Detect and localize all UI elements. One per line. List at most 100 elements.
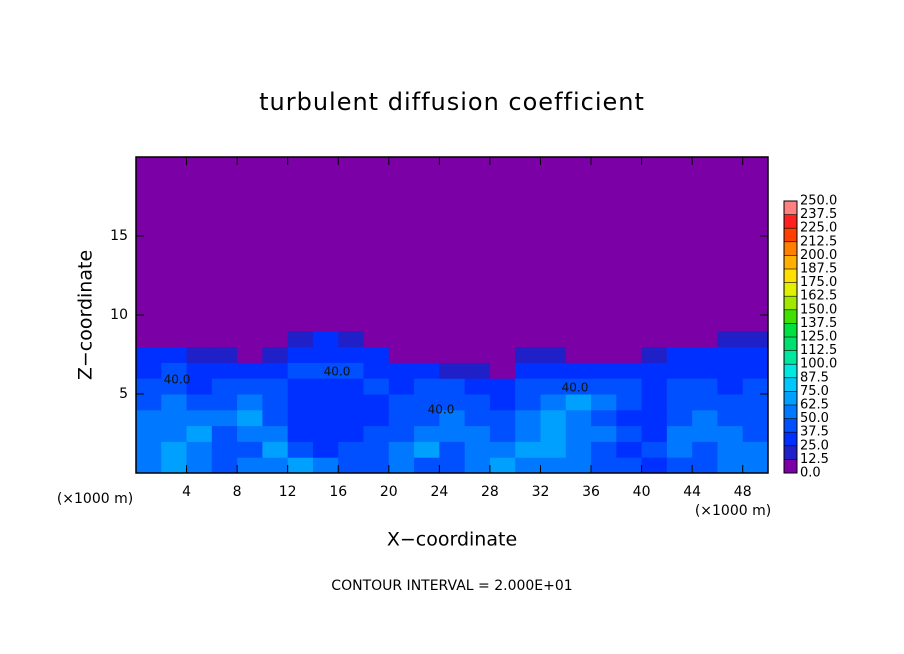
cell (591, 157, 617, 332)
cell (616, 362, 643, 379)
cell (388, 457, 415, 474)
colorbar-swatch (784, 405, 797, 419)
cell (237, 457, 263, 474)
colorbar-label: 187.5 (800, 262, 837, 277)
colorbar-label: 137.5 (800, 316, 837, 331)
cell (211, 330, 238, 348)
cell (439, 409, 466, 427)
cell (692, 394, 718, 411)
cell (717, 157, 744, 332)
cell (742, 362, 769, 379)
cell (363, 378, 390, 395)
cell (439, 394, 466, 411)
cell (540, 425, 567, 442)
cell (641, 441, 668, 458)
cell (717, 441, 744, 458)
cell (136, 330, 162, 348)
cell (666, 441, 693, 458)
colorbar-label: 62.5 (800, 398, 829, 413)
cell (641, 378, 668, 395)
cell (338, 409, 365, 427)
cell (312, 362, 339, 379)
cell (591, 362, 617, 379)
cell (439, 157, 466, 332)
y-axis-label: Z−coordinate (75, 250, 97, 380)
colorbar-swatch (784, 391, 797, 405)
cell (363, 362, 390, 379)
cell (287, 394, 314, 411)
cell (742, 378, 769, 395)
cell (489, 362, 516, 379)
cell (666, 425, 693, 442)
colorbar-label: 25.0 (800, 438, 829, 453)
cell (262, 330, 289, 348)
cell (591, 346, 617, 363)
colorbar-label: 100.0 (800, 357, 837, 372)
cell (464, 394, 491, 411)
cell (186, 441, 213, 458)
cell (338, 157, 365, 332)
cell (338, 330, 365, 348)
cell (565, 425, 592, 442)
cell (591, 425, 617, 442)
x-tick-label: 20 (380, 484, 398, 500)
colorbar-swatch (784, 228, 797, 242)
x-tick-label: 12 (279, 484, 297, 500)
cell (540, 157, 567, 332)
cell (414, 346, 440, 363)
cell (616, 378, 643, 395)
cell (439, 378, 466, 395)
cell (312, 409, 339, 427)
cell (742, 441, 769, 458)
contour-label: 40.0 (562, 381, 589, 395)
cell (161, 157, 188, 332)
cell (211, 362, 238, 379)
cell (262, 362, 289, 379)
cell (692, 409, 718, 427)
colorbar-swatch (784, 309, 797, 324)
colorbar-label: 112.5 (800, 343, 837, 358)
cell (388, 330, 415, 348)
cell (136, 457, 162, 474)
x-tick-label: 48 (734, 484, 752, 500)
cell (641, 457, 668, 474)
cell (338, 378, 365, 395)
colorbar-label: 87.5 (800, 370, 829, 385)
cell (616, 346, 643, 363)
cell (692, 425, 718, 442)
cell (515, 346, 541, 363)
cell (363, 330, 390, 348)
cell (565, 409, 592, 427)
cell (692, 346, 718, 363)
cell (161, 362, 188, 379)
cell (136, 409, 162, 427)
cell (161, 330, 188, 348)
cell (540, 378, 567, 395)
cell (489, 378, 516, 395)
cell (414, 457, 440, 474)
cell (136, 378, 162, 395)
cell (338, 441, 365, 458)
cell (287, 378, 314, 395)
cell (338, 362, 365, 379)
colorbar-swatch (784, 337, 797, 351)
cell (616, 394, 643, 411)
cell (515, 394, 541, 411)
cell (363, 457, 390, 474)
cell (666, 409, 693, 427)
cell (717, 409, 744, 427)
cell (312, 441, 339, 458)
cell (287, 441, 314, 458)
cell (616, 157, 643, 332)
cell (287, 157, 314, 332)
cell (717, 425, 744, 442)
cell (211, 425, 238, 442)
cell (237, 330, 263, 348)
colorbar-label: 150.0 (800, 302, 837, 317)
cell (338, 394, 365, 411)
cell (388, 409, 415, 427)
cell (312, 378, 339, 395)
cell (136, 394, 162, 411)
cell (489, 394, 516, 411)
cell (211, 409, 238, 427)
